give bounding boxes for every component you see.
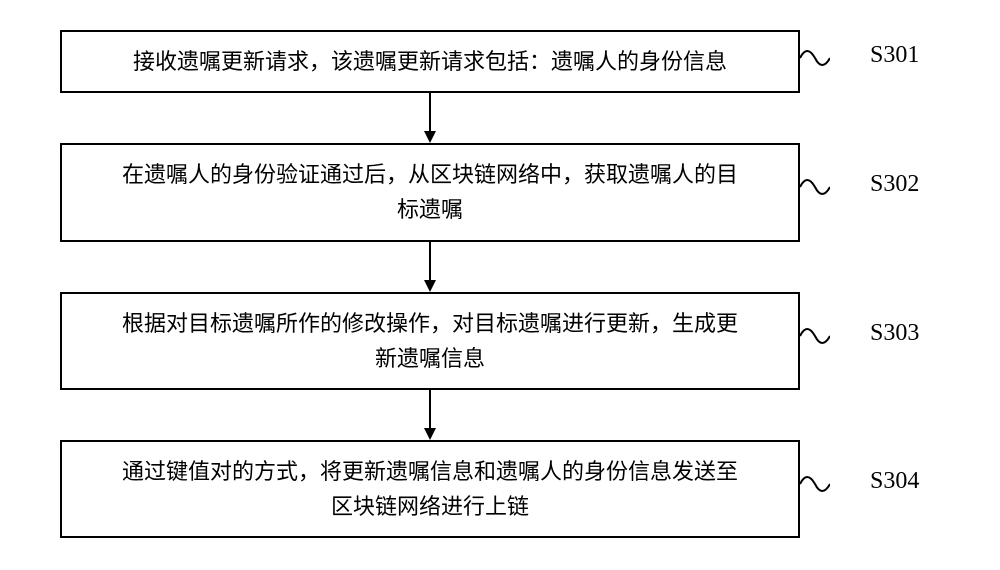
squiggle-connector-1: [800, 44, 830, 72]
flow-box-1-text: 接收遗嘱更新请求，该遗嘱更新请求包括：遗嘱人的身份信息: [133, 44, 727, 79]
squiggle-connector-4: [800, 470, 830, 498]
arrow-1: [420, 93, 440, 143]
flow-step-3: 根据对目标遗嘱所作的修改操作，对目标遗嘱进行更新，生成更 新遗嘱信息 S303: [60, 292, 940, 390]
flow-box-2-text-line1: 在遗嘱人的身份验证通过后，从区块链网络中，获取遗嘱人的目: [122, 157, 738, 192]
flow-step-1: 接收遗嘱更新请求，该遗嘱更新请求包括：遗嘱人的身份信息 S301: [60, 30, 940, 93]
flow-box-3-text-line1: 根据对目标遗嘱所作的修改操作，对目标遗嘱进行更新，生成更: [122, 306, 738, 341]
arrow-wrap-3: [60, 390, 940, 440]
flow-box-4: 通过键值对的方式，将更新遗嘱信息和遗嘱人的身份信息发送至 区块链网络进行上链: [60, 440, 800, 538]
arrow-3: [420, 390, 440, 440]
squiggle-connector-3: [800, 322, 830, 350]
flow-box-4-text-line2: 区块链网络进行上链: [331, 489, 529, 524]
flow-label-1: S301: [870, 42, 919, 69]
arrow-wrap-2: [60, 242, 940, 292]
flowchart-container: 接收遗嘱更新请求，该遗嘱更新请求包括：遗嘱人的身份信息 S301 在遗嘱人的身份…: [60, 30, 940, 538]
flow-box-3-text-line2: 新遗嘱信息: [375, 341, 485, 376]
arrow-wrap-1: [60, 93, 940, 143]
flow-step-4: 通过键值对的方式，将更新遗嘱信息和遗嘱人的身份信息发送至 区块链网络进行上链 S…: [60, 440, 940, 538]
flow-label-3: S303: [870, 320, 919, 347]
flow-box-3: 根据对目标遗嘱所作的修改操作，对目标遗嘱进行更新，生成更 新遗嘱信息: [60, 292, 800, 390]
flow-step-2: 在遗嘱人的身份验证通过后，从区块链网络中，获取遗嘱人的目 标遗嘱 S302: [60, 143, 940, 241]
arrow-2: [420, 242, 440, 292]
flow-box-4-text-line1: 通过键值对的方式，将更新遗嘱信息和遗嘱人的身份信息发送至: [122, 454, 738, 489]
flow-box-2: 在遗嘱人的身份验证通过后，从区块链网络中，获取遗嘱人的目 标遗嘱: [60, 143, 800, 241]
flow-label-2: S302: [870, 171, 919, 198]
flow-box-1: 接收遗嘱更新请求，该遗嘱更新请求包括：遗嘱人的身份信息: [60, 30, 800, 93]
flow-box-2-text-line2: 标遗嘱: [397, 192, 463, 227]
squiggle-connector-2: [800, 173, 830, 201]
flow-label-4: S304: [870, 468, 919, 495]
